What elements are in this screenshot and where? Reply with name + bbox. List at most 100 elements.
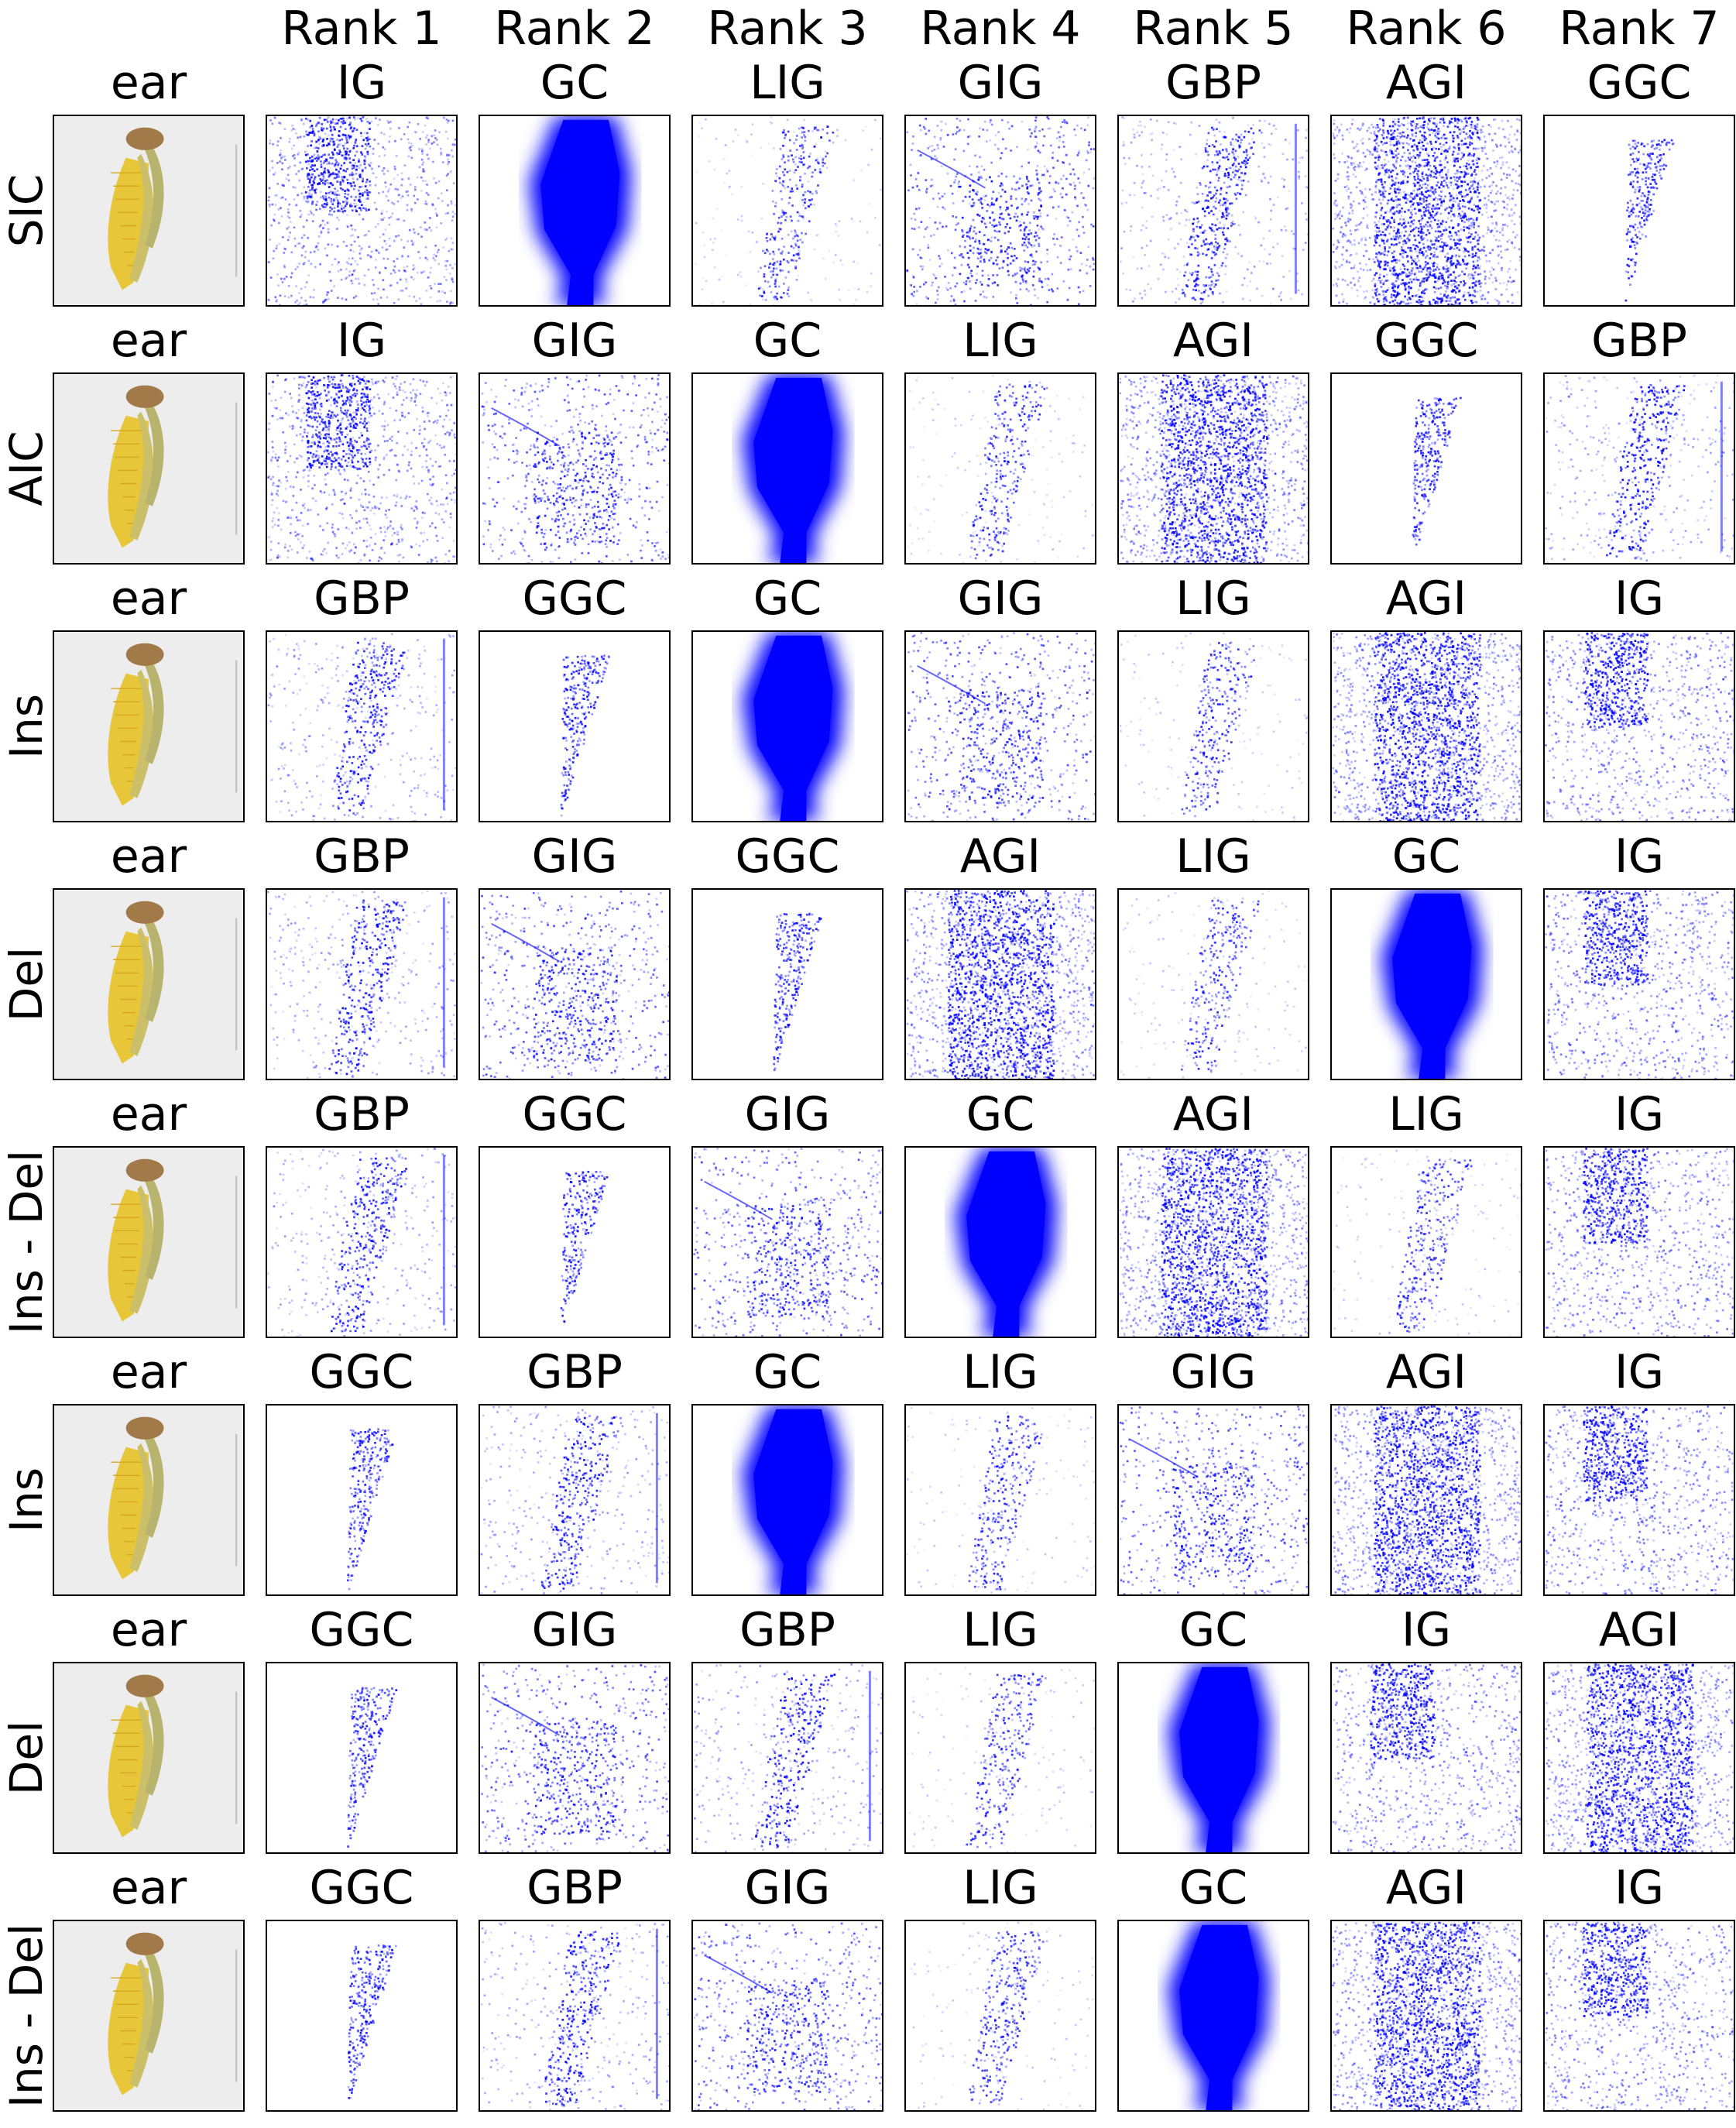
method-label: GIG: [466, 1603, 683, 1657]
saliency-map-panel: [904, 1920, 1096, 2112]
saliency-heatmap: [1545, 890, 1734, 1079]
input-image-panel: [53, 1146, 245, 1338]
saliency-heatmap: [742, 374, 845, 563]
rank-header-1: Rank 1: [253, 2, 470, 56]
method-label: LIG: [892, 1345, 1109, 1399]
saliency-map-panel: [266, 372, 458, 565]
input-image-panel: [53, 888, 245, 1080]
method-label: LIG: [1105, 829, 1322, 884]
saliency-heatmap: [906, 1666, 1095, 1852]
saliency-map-panel: [479, 1146, 671, 1338]
saliency-map-panel: [479, 888, 671, 1080]
rank-header-4: Rank 4: [892, 2, 1109, 56]
saliency-heatmap: [955, 1148, 1058, 1337]
method-label: GGC: [679, 829, 896, 884]
saliency-map-panel: [691, 1920, 883, 2112]
saliency-map-panel: [479, 372, 671, 565]
method-label: GBP: [253, 571, 470, 626]
saliency-heatmap: [267, 374, 456, 563]
saliency-map-panel: [1330, 115, 1522, 307]
method-label: GC: [679, 571, 896, 626]
saliency-heatmap: [1545, 1148, 1734, 1337]
saliency-heatmap: [1168, 1663, 1271, 1852]
saliency-heatmap: [1119, 116, 1308, 305]
method-label: GGC: [466, 571, 683, 626]
saliency-heatmap: [1119, 374, 1308, 563]
saliency-map-panel: [1330, 372, 1522, 565]
row-metric-label: Ins - Del: [0, 1924, 53, 2108]
saliency-heatmap: [346, 1428, 394, 1591]
saliency-heatmap: [480, 890, 669, 1079]
saliency-heatmap: [742, 1406, 845, 1594]
saliency-map-panel: [1117, 1662, 1309, 1854]
saliency-map-panel: [266, 115, 458, 307]
saliency-heatmap: [1545, 1921, 1734, 2110]
method-label: IG: [1531, 571, 1736, 626]
rank-header-3: Rank 3: [679, 2, 896, 56]
saliency-heatmap: [906, 1406, 1095, 1594]
saliency-map-panel: [691, 888, 883, 1080]
method-label: GGC: [253, 1345, 470, 1399]
saliency-map-panel: [691, 1662, 883, 1854]
saliency-map-panel: [1117, 888, 1309, 1080]
saliency-heatmap: [1545, 1663, 1734, 1852]
method-label: GBP: [1105, 56, 1322, 110]
input-image-panel: [53, 1920, 245, 2112]
saliency-map-panel: [1543, 1404, 1735, 1596]
input-image-panel: [53, 630, 245, 822]
saliency-map-panel: [266, 1404, 458, 1596]
saliency-heatmap: [560, 1170, 609, 1323]
method-label: GIG: [466, 314, 683, 368]
saliency-heatmap: [693, 1148, 882, 1337]
saliency-heatmap: [1119, 1406, 1308, 1594]
image-class-label: ear: [40, 1603, 257, 1657]
method-label: AGI: [1531, 1603, 1736, 1657]
method-label: LIG: [1318, 1087, 1535, 1141]
saliency-map-panel: [1330, 888, 1522, 1080]
saliency-map-panel: [1543, 115, 1735, 307]
row-metric-label: Ins: [0, 1467, 53, 1533]
saliency-map-panel: [904, 1404, 1096, 1596]
saliency-map-panel: [904, 372, 1096, 565]
saliency-map-panel: [1117, 1146, 1309, 1338]
method-label: GGC: [253, 1861, 470, 1915]
method-label: GGC: [1318, 314, 1535, 368]
saliency-map-panel: [904, 888, 1096, 1080]
saliency-heatmap: [693, 1922, 882, 2110]
saliency-map-panel: [1543, 1920, 1735, 2112]
input-image-panel: [53, 1662, 245, 1854]
saliency-heatmap: [1545, 632, 1734, 821]
saliency-heatmap: [267, 116, 456, 305]
saliency-heatmap: [1332, 1406, 1521, 1594]
saliency-heatmap: [1545, 1406, 1734, 1594]
method-label: LIG: [892, 314, 1109, 368]
method-label: GC: [892, 1087, 1109, 1141]
saliency-map-panel: [904, 115, 1096, 307]
method-label: GGC: [466, 1087, 683, 1141]
saliency-map-panel: [1330, 630, 1522, 822]
saliency-heatmap: [1624, 139, 1675, 302]
saliency-heatmap: [1332, 1921, 1521, 2110]
saliency-map-panel: [266, 1920, 458, 2112]
method-label: GIG: [679, 1087, 896, 1141]
method-label: GIG: [892, 56, 1109, 110]
saliency-map-panel: [479, 630, 671, 822]
method-label: GBP: [466, 1345, 683, 1399]
method-label: LIG: [679, 56, 896, 110]
method-label: IG: [1531, 829, 1736, 884]
rank-header-5: Rank 5: [1105, 2, 1322, 56]
method-label: GBP: [466, 1861, 683, 1915]
method-label: AGI: [1318, 1345, 1535, 1399]
saliency-map-panel: [1543, 630, 1735, 822]
method-label: IG: [1531, 1861, 1736, 1915]
saliency-heatmap: [267, 633, 456, 821]
image-class-label: ear: [40, 1861, 257, 1915]
method-label: GC: [466, 56, 683, 110]
saliency-heatmap: [1119, 1148, 1308, 1337]
saliency-map-panel: [691, 630, 883, 822]
rank-header-7: Rank 7: [1531, 2, 1736, 56]
method-label: GC: [679, 314, 896, 368]
corn-ear-image: [54, 374, 243, 563]
saliency-map-panel: [1330, 1662, 1522, 1854]
saliency-heatmap: [1119, 632, 1308, 821]
